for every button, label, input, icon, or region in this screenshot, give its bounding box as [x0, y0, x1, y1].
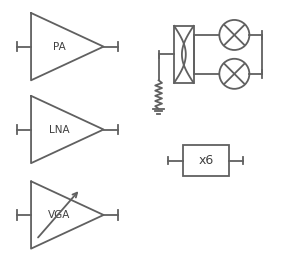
Text: VGA: VGA [48, 210, 71, 220]
Bar [174, 26, 193, 83]
Text: PA: PA [53, 42, 66, 52]
Text: LNA: LNA [49, 125, 70, 134]
Text: x6: x6 [198, 154, 213, 167]
Bar [183, 145, 229, 176]
